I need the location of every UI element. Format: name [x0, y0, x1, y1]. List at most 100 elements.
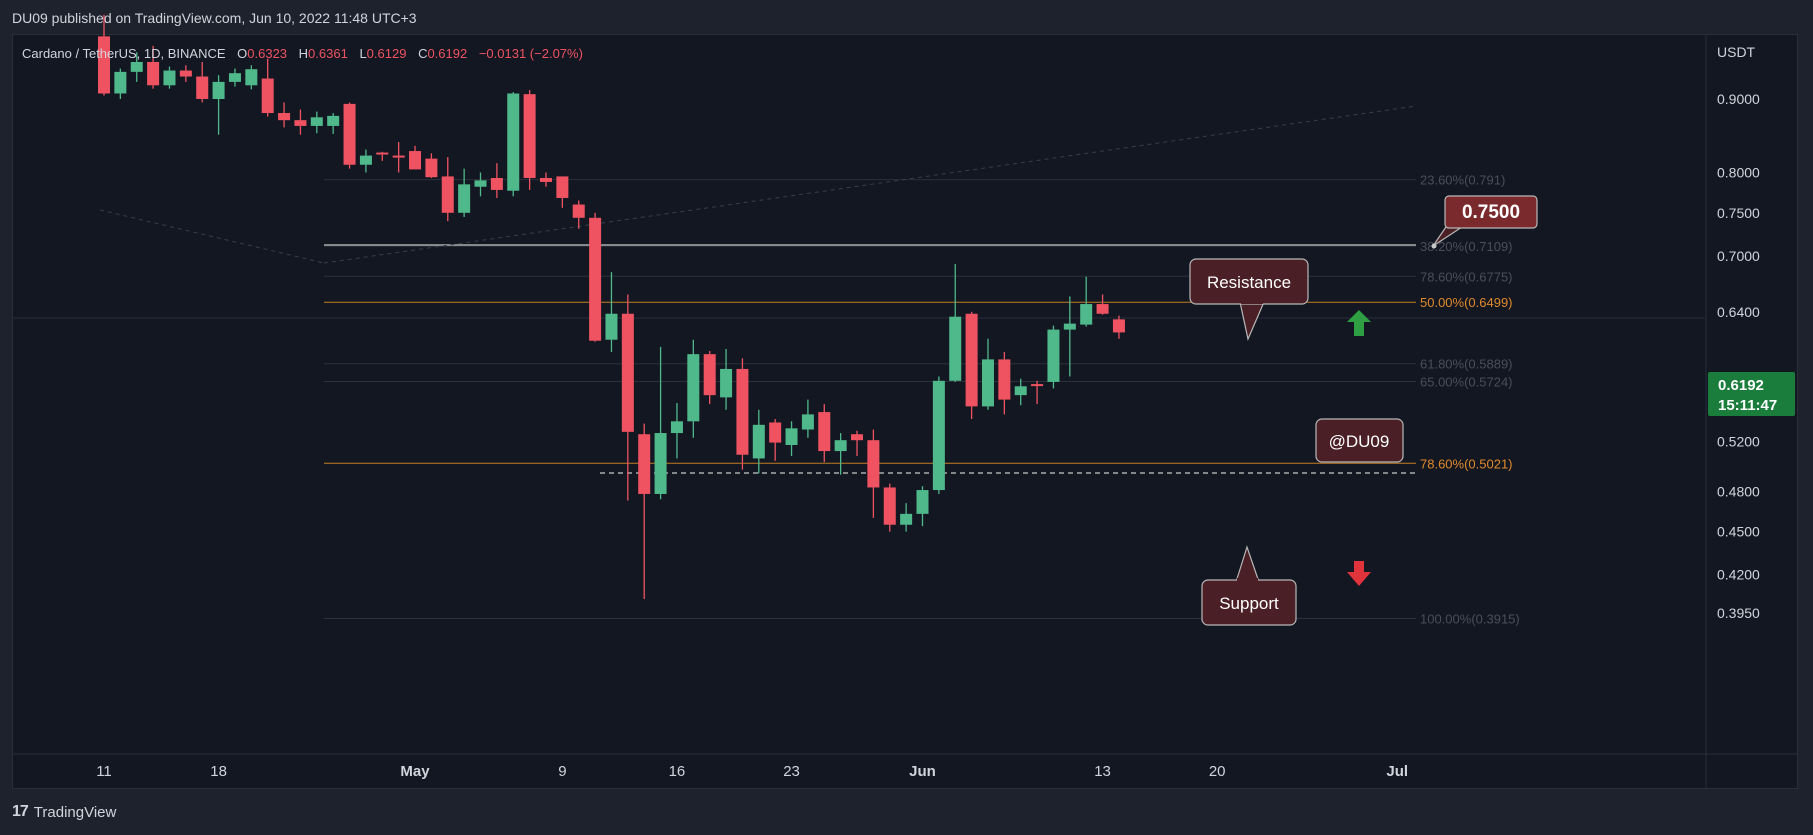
candle: [589, 212, 602, 342]
candle: [327, 113, 340, 134]
candle-body: [801, 414, 814, 430]
fib-trend-line-up: [323, 105, 1417, 264]
fib-level-label: 78.60%(0.5021): [1420, 456, 1513, 471]
candle: [425, 153, 438, 179]
level-callout-0750: 0.7500: [1431, 195, 1538, 249]
candle: [785, 421, 798, 456]
footer[interactable]: 17 TradingView: [12, 803, 116, 821]
candle: [163, 66, 176, 89]
price-tick-label: 0.8000: [1717, 165, 1760, 181]
down-arrow-icon: [1347, 561, 1371, 586]
candle-body: [441, 176, 454, 213]
candle: [490, 163, 503, 198]
candle-body: [1014, 386, 1027, 396]
candle: [1096, 294, 1109, 315]
up-arrow-icon: [1347, 310, 1371, 336]
chart-frame[interactable]: [12, 34, 1798, 789]
candle: [556, 176, 569, 208]
candle-body: [114, 71, 127, 94]
time-axis[interactable]: 11 18 May 9 16 23 Jun 13 20 Jul: [96, 763, 1408, 780]
candle: [605, 272, 618, 353]
fib-level-label: 65.00%(0.5724): [1420, 374, 1513, 389]
candle: [474, 172, 487, 197]
trend-lines[interactable]: [99, 105, 1417, 474]
candle: [392, 142, 405, 173]
price-tick-label: 0.5200: [1717, 433, 1760, 449]
candle-body: [98, 36, 110, 94]
candle-body: [196, 76, 209, 99]
price-tick-label: 0.3950: [1717, 605, 1760, 621]
candle-body: [278, 113, 291, 121]
candle: [900, 503, 913, 532]
candle: [212, 75, 225, 135]
candle-body: [720, 368, 733, 398]
candle: [1047, 325, 1060, 389]
candle-body: [212, 81, 225, 99]
candle: [376, 151, 389, 161]
time-tick-label: 23: [783, 763, 800, 780]
low-value: 0.6129: [367, 46, 407, 61]
candle: [147, 45, 160, 89]
candle-body: [539, 178, 552, 182]
candle-body: [949, 316, 962, 381]
callout-joint: [1237, 578, 1258, 582]
callout-box: [1444, 195, 1538, 229]
resistance-label: Resistance: [1207, 273, 1291, 292]
watermark-box: [1315, 418, 1404, 463]
candle: [670, 402, 683, 459]
open-value: 0.6323: [247, 46, 287, 61]
candle: [621, 294, 634, 501]
candle: [851, 430, 864, 456]
candle: [654, 346, 667, 500]
price-tick-label: 0.9000: [1717, 91, 1760, 107]
candle-body: [327, 115, 340, 126]
time-tick-label: 9: [558, 763, 566, 780]
high-value: 0.6361: [308, 46, 348, 61]
level-tag-text: 0.7500: [1462, 202, 1520, 223]
candle-body: [507, 93, 520, 191]
candle-body: [638, 434, 651, 494]
change-value: −0.0131 (−2.07%): [479, 46, 583, 61]
price-axis[interactable]: 0.90000.80000.75000.70000.64000.56000.52…: [1717, 91, 1760, 621]
time-tick-label: 11: [96, 763, 112, 780]
callout-pointer: [1239, 301, 1265, 341]
candle-body: [752, 424, 765, 459]
author-watermark: @DU09: [1315, 418, 1404, 463]
candle-body: [998, 359, 1011, 400]
symbol-legend[interactable]: Cardano / TetherUS, 1D, BINANCE O0.6323 …: [22, 46, 583, 61]
candle-body: [163, 70, 176, 86]
candle-body: [1031, 384, 1044, 387]
candle-body: [228, 73, 241, 82]
time-tick-label: 13: [1094, 763, 1111, 780]
candle: [458, 168, 471, 217]
fibonacci-retracement[interactable]: 23.60%(0.791) 38.20%(0.7109) 78.60%(0.6775…: [324, 173, 1520, 627]
candle-body: [818, 412, 831, 452]
candle-body: [932, 380, 945, 491]
candle: [572, 200, 585, 229]
price-tick-label: 0.4500: [1717, 524, 1760, 540]
candle-body: [621, 313, 634, 432]
candle: [310, 111, 323, 134]
watermark-label: @DU09: [1329, 432, 1390, 451]
price-tick-label: 0.7500: [1717, 205, 1760, 221]
annotations-layer: 0.7500 Resistance Support @DU09: [1189, 195, 1538, 626]
candle-body: [425, 158, 438, 178]
candle: [130, 52, 143, 82]
candle-body: [900, 513, 913, 525]
candle: [1031, 380, 1044, 405]
candle: [1112, 315, 1125, 339]
price-tick-label: 0.4800: [1717, 483, 1760, 499]
candle-body: [343, 103, 356, 165]
time-tick-label: Jul: [1386, 763, 1408, 780]
candle: [834, 433, 847, 475]
candle-body: [458, 184, 471, 213]
candles-layer: [98, 14, 1125, 599]
callout-anchor: [1431, 243, 1437, 249]
candle-body: [572, 204, 585, 218]
candle-body: [409, 151, 422, 170]
time-tick-label: Jun: [909, 763, 936, 780]
candle: [703, 351, 716, 405]
candle-body: [261, 78, 274, 114]
candle-body: [359, 155, 372, 165]
